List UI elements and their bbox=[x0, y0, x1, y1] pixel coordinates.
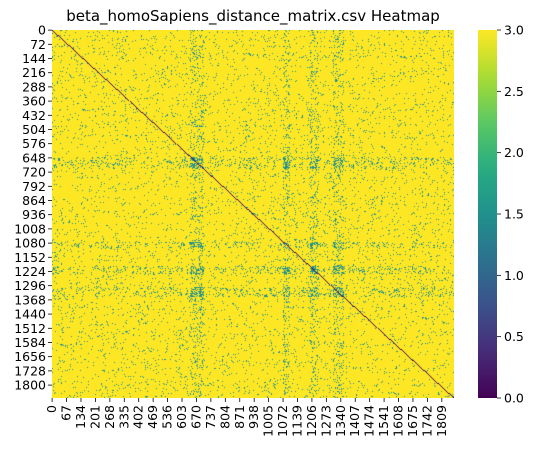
y-tick-label: 864 bbox=[22, 193, 46, 208]
y-tick-label: 720 bbox=[22, 165, 46, 180]
y-tick-label: 1440 bbox=[14, 307, 46, 322]
x-tick-label: 603 bbox=[174, 405, 189, 429]
x-tick-label: 1005 bbox=[261, 405, 276, 437]
x-tick-label: 402 bbox=[131, 405, 146, 429]
y-tick-label: 360 bbox=[22, 94, 46, 109]
x-tick-label: 1407 bbox=[347, 405, 362, 437]
y-tick-label: 216 bbox=[22, 65, 46, 80]
colorbar: 0.0 0.5 1.0 1.5 2.0 2.5 3.0 bbox=[478, 23, 524, 406]
heatmap-plot-area bbox=[52, 30, 454, 398]
colorbar-tick-label: 0.5 bbox=[504, 329, 524, 344]
y-tick-label: 1512 bbox=[14, 321, 46, 336]
x-tick-label: 1608 bbox=[391, 405, 406, 437]
chart-title: beta_homoSapiens_distance_matrix.csv Hea… bbox=[66, 7, 440, 26]
x-tick-label: 938 bbox=[246, 405, 261, 429]
y-tick-label: 1800 bbox=[14, 378, 46, 393]
x-tick-label: 1474 bbox=[362, 405, 377, 437]
heatmap-cells bbox=[52, 30, 454, 398]
y-tick-label: 1728 bbox=[14, 363, 46, 378]
x-tick-label: 335 bbox=[116, 405, 131, 429]
y-tick-label: 648 bbox=[22, 150, 46, 165]
y-tick-label: 1152 bbox=[14, 250, 46, 265]
y-tick-label: 1368 bbox=[14, 292, 46, 307]
y-tick-label: 792 bbox=[22, 179, 46, 194]
x-tick-label: 1273 bbox=[318, 405, 333, 437]
x-tick-label: 268 bbox=[102, 405, 117, 429]
x-tick-label: 1675 bbox=[405, 405, 420, 437]
colorbar-tick-label: 1.0 bbox=[504, 268, 524, 283]
x-tick-label: 1139 bbox=[289, 405, 304, 437]
y-tick-label: 1296 bbox=[14, 278, 46, 293]
y-tick-label: 936 bbox=[22, 207, 46, 222]
x-tick-label: 536 bbox=[160, 405, 175, 429]
y-axis: 0721442162883604325045766487207928649361… bbox=[14, 23, 52, 393]
x-tick-label: 737 bbox=[203, 405, 218, 429]
y-tick-label: 0 bbox=[38, 23, 46, 38]
colorbar-tick-label: 0.0 bbox=[504, 391, 524, 406]
colorbar-tick-label: 3.0 bbox=[504, 23, 524, 38]
x-tick-label: 1541 bbox=[376, 405, 391, 437]
y-tick-label: 1224 bbox=[14, 264, 46, 279]
x-axis: 0 67 134 201 268 335 402 469 536 603 670 737 804 871 9… bbox=[44, 398, 449, 437]
y-tick-label: 1080 bbox=[14, 236, 46, 251]
colorbar-tick-label: 2.0 bbox=[504, 145, 524, 160]
x-tick-label: 1742 bbox=[419, 405, 434, 437]
x-tick-label: 1340 bbox=[333, 405, 348, 437]
x-tick-label: 1072 bbox=[275, 405, 290, 437]
x-tick-label: 0 bbox=[44, 405, 59, 413]
y-tick-label: 288 bbox=[22, 79, 46, 94]
y-tick-label: 144 bbox=[22, 51, 46, 66]
y-tick-label: 504 bbox=[22, 122, 46, 137]
x-tick-label: 201 bbox=[87, 405, 102, 429]
y-tick-label: 1656 bbox=[14, 349, 46, 364]
x-tick-label: 469 bbox=[145, 405, 160, 429]
y-tick-label: 576 bbox=[22, 136, 46, 151]
x-tick-label: 871 bbox=[232, 405, 247, 429]
x-tick-label: 1206 bbox=[304, 405, 319, 437]
x-tick-label: 134 bbox=[73, 405, 88, 429]
x-tick-label: 804 bbox=[217, 405, 232, 429]
y-tick-label: 432 bbox=[22, 108, 46, 123]
y-tick-label: 1584 bbox=[14, 335, 46, 350]
y-tick-label: 1008 bbox=[14, 221, 46, 236]
x-tick-label: 1809 bbox=[434, 405, 449, 437]
colorbar-gradient bbox=[478, 30, 497, 398]
x-tick-label: 670 bbox=[188, 405, 203, 429]
colorbar-tick-label: 2.5 bbox=[504, 84, 524, 99]
colorbar-tick-label: 1.5 bbox=[504, 207, 524, 222]
x-tick-label: 67 bbox=[59, 405, 74, 421]
y-tick-label: 72 bbox=[30, 37, 46, 52]
